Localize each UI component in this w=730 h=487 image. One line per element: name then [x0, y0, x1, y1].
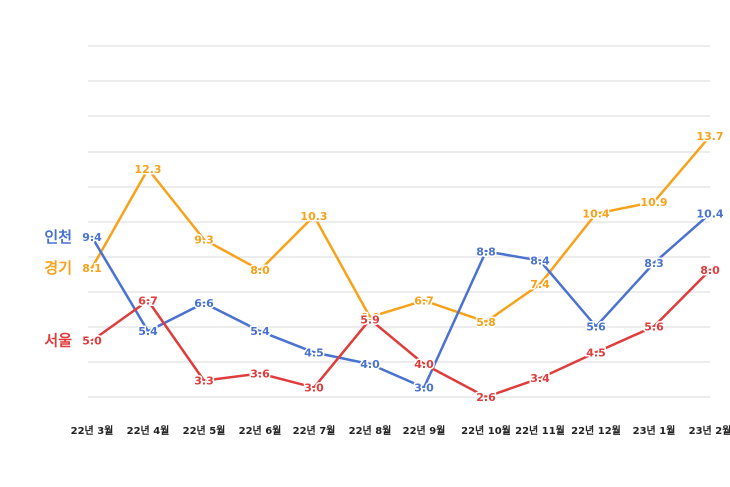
data-point: [538, 259, 542, 263]
data-point: [258, 329, 262, 333]
series-line: [90, 268, 712, 399]
data-point: [708, 212, 712, 216]
x-tick-label: 22년 9월: [403, 424, 446, 437]
data-label: 10.4: [696, 208, 723, 221]
data-point: [202, 301, 206, 305]
series-name-label: 인천: [44, 228, 72, 246]
data-point: [146, 329, 150, 333]
data-point: [484, 249, 488, 253]
data-point: [258, 268, 262, 272]
data-point: [312, 350, 316, 354]
data-point: [652, 325, 656, 328]
data-point: [708, 134, 712, 138]
data-label: 5.0: [82, 335, 102, 348]
data-point: [484, 320, 488, 324]
data-points: [90, 134, 712, 399]
data-label: 10.3: [300, 210, 327, 223]
data-point: [90, 339, 94, 343]
data-label: 5.6: [644, 321, 664, 334]
data-label: 3.3: [194, 375, 214, 388]
data-label: 9.3: [194, 234, 214, 247]
data-label: 4.5: [586, 346, 606, 359]
series-line: [90, 134, 712, 324]
data-label: 3.0: [304, 382, 324, 395]
data-labels: 8.1 12.3 9.3 8.0 10.3 6.0 6.7 5.8 7.4 10.4 10.9 13.…: [81, 129, 726, 406]
x-tick-label: 22년 11월: [515, 424, 565, 437]
data-label: 9.4: [82, 231, 102, 244]
data-label: 3.0: [414, 382, 434, 395]
data-label: 8.1: [82, 262, 102, 275]
data-point: [652, 261, 656, 265]
data-label: 8.0: [700, 264, 720, 277]
data-point: [312, 386, 316, 390]
data-point: [368, 362, 372, 366]
data-point: [422, 386, 426, 390]
data-label: 4.0: [360, 358, 380, 371]
x-tick-label: 22년 6월: [239, 424, 282, 437]
data-point: [594, 325, 598, 328]
data-label: 4.5: [304, 346, 324, 359]
data-point: [368, 315, 372, 319]
x-tick-label: 23년 1월: [633, 424, 676, 437]
data-point: [90, 266, 94, 270]
data-point: [594, 212, 598, 216]
data-label: 4.0: [414, 358, 434, 371]
data-label: 6.0: [360, 311, 380, 324]
x-axis-ticks: 22년 3월 22년 4월 22년 5월 22년 6월 22년 7월 22년 8월 22년 …: [71, 424, 730, 437]
data-point: [422, 299, 426, 303]
data-point: [146, 167, 150, 171]
data-label: 6.7: [138, 295, 158, 308]
data-point: [538, 282, 542, 286]
data-point: [484, 395, 488, 399]
data-point: [538, 376, 542, 380]
data-label: 3.6: [250, 368, 270, 381]
data-label: 5.4: [250, 325, 270, 338]
data-label: 10.9: [640, 196, 667, 209]
x-tick-label: 22년 7월: [293, 424, 336, 437]
data-point: [90, 235, 94, 239]
x-tick-label: 22년 10월: [461, 424, 511, 437]
data-point: [708, 268, 712, 272]
series-line: [90, 212, 712, 389]
data-point: [368, 317, 372, 321]
data-label: 7.4: [530, 278, 550, 291]
data-label: 8.3: [644, 257, 664, 270]
data-point: [202, 379, 206, 383]
data-label: 8.8: [476, 245, 496, 258]
x-tick-label: 22년 5월: [183, 424, 226, 437]
x-tick-label: 22년 8월: [349, 424, 392, 437]
data-point: [652, 200, 656, 204]
data-point: [422, 362, 426, 366]
data-label: 13.7: [696, 130, 723, 143]
data-point: [146, 299, 150, 303]
x-tick-label: 23년 2월: [689, 424, 730, 437]
x-tick-label: 22년 3월: [71, 424, 114, 437]
data-label: 5.4: [138, 325, 158, 338]
data-point: [312, 214, 316, 218]
data-point: [202, 238, 206, 241]
data-label: 6.7: [414, 295, 434, 308]
data-label: 12.3: [134, 163, 161, 176]
series-lines: [90, 134, 712, 399]
data-label: 8.4: [530, 255, 550, 268]
data-label: 10.4: [582, 208, 609, 221]
data-label: 5.8: [476, 316, 496, 329]
data-label: 8.0: [250, 264, 270, 277]
data-label: 5.6: [586, 321, 606, 334]
data-label: 2.6: [476, 391, 496, 404]
series-name-label: 서울: [44, 332, 72, 350]
data-label: 3.4: [530, 372, 550, 385]
x-tick-label: 22년 4월: [127, 424, 170, 437]
x-tick-label: 22년 12월: [571, 424, 621, 437]
series-name-label: 경기: [44, 259, 72, 277]
data-label: 6.6: [194, 297, 214, 310]
data-point: [594, 350, 598, 354]
data-point: [258, 372, 262, 375]
data-label: 5.9: [360, 313, 380, 326]
